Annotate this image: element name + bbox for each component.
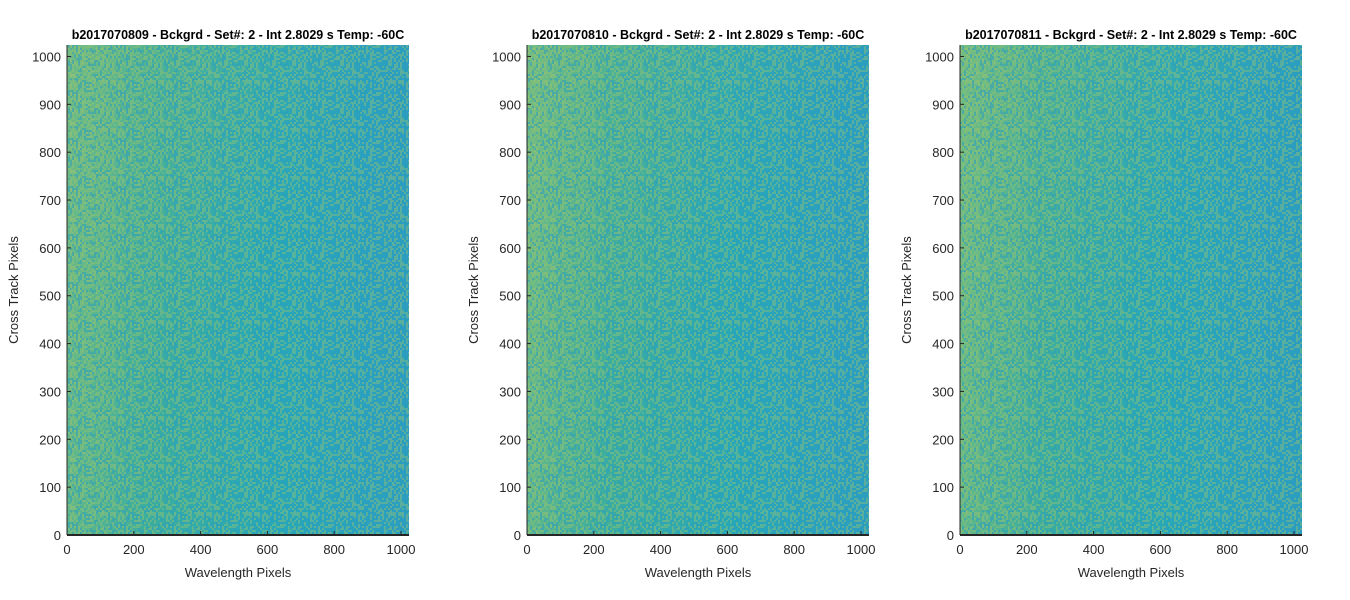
heatmap-panel: 0 200 400 600 800 1000 0 100 200 300 400 500 600 700 8… <box>6 28 415 580</box>
chart-title: b2017070809 - Bckgrd - Set#: 2 - Int 2.8… <box>72 28 405 42</box>
y-tick-label: 900 <box>932 97 954 112</box>
heatmap-noise <box>527 45 869 535</box>
x-tick-label: 600 <box>1150 542 1172 557</box>
y-tick-label: 900 <box>39 97 61 112</box>
y-tick-label: 400 <box>499 337 521 352</box>
y-tick-label: 200 <box>499 432 521 447</box>
y-tick-label: 500 <box>39 289 61 304</box>
x-axis-label: Wavelength Pixels <box>185 565 292 580</box>
chart-title: b2017070810 - Bckgrd - Set#: 2 - Int 2.8… <box>532 28 865 42</box>
y-tick-label: 700 <box>499 193 521 208</box>
y-tick-label: 600 <box>499 241 521 256</box>
x-tick-label: 0 <box>956 542 963 557</box>
x-tick-label: 400 <box>650 542 672 557</box>
y-tick-label: 700 <box>39 193 61 208</box>
y-tick-label: 700 <box>932 193 954 208</box>
heatmap-noise <box>960 45 1302 535</box>
x-tick-label: 800 <box>783 542 805 557</box>
y-tick-label: 100 <box>932 480 954 495</box>
x-tick-label: 400 <box>190 542 212 557</box>
x-tick-label: 600 <box>717 542 739 557</box>
x-tick-label: 600 <box>257 542 279 557</box>
y-tick-label: 400 <box>39 337 61 352</box>
y-tick-label: 200 <box>932 432 954 447</box>
x-tick-label: 0 <box>523 542 530 557</box>
y-axis-label: Cross Track Pixels <box>466 236 481 344</box>
y-axis-label: Cross Track Pixels <box>899 236 914 344</box>
y-tick-label: 800 <box>932 145 954 160</box>
heatmap-noise <box>67 45 409 535</box>
y-tick-label: 800 <box>39 145 61 160</box>
y-tick-label: 500 <box>932 289 954 304</box>
heatmap-panel: 0 200 400 600 800 1000 0 100 200 300 400 500 600 700 8… <box>466 28 875 580</box>
y-tick-label: 200 <box>39 432 61 447</box>
y-tick-label: 1000 <box>925 49 954 64</box>
y-axis-label: Cross Track Pixels <box>6 236 21 344</box>
y-tick-label: 800 <box>499 145 521 160</box>
y-tick-label: 600 <box>39 241 61 256</box>
y-tick-label: 300 <box>39 384 61 399</box>
heatmap-panel: 0 200 400 600 800 1000 0 100 200 300 400 500 600 700 8… <box>899 28 1308 580</box>
y-tick-label: 1000 <box>492 49 521 64</box>
x-tick-label: 200 <box>1016 542 1038 557</box>
y-tick-label: 500 <box>499 289 521 304</box>
x-tick-label: 1000 <box>387 542 416 557</box>
y-tick-label: 0 <box>514 528 521 543</box>
y-tick-label: 100 <box>39 480 61 495</box>
x-tick-label: 400 <box>1083 542 1105 557</box>
y-tick-label: 0 <box>947 528 954 543</box>
x-axis-label: Wavelength Pixels <box>1078 565 1185 580</box>
x-tick-label: 1000 <box>1280 542 1309 557</box>
chart-title: b2017070811 - Bckgrd - Set#: 2 - Int 2.8… <box>965 28 1297 42</box>
y-tick-label: 900 <box>499 97 521 112</box>
x-axis-label: Wavelength Pixels <box>645 565 752 580</box>
y-tick-label: 600 <box>932 241 954 256</box>
x-tick-label: 0 <box>63 542 70 557</box>
x-tick-label: 200 <box>123 542 145 557</box>
y-tick-label: 1000 <box>32 49 61 64</box>
y-tick-label: 300 <box>932 384 954 399</box>
x-tick-label: 200 <box>583 542 605 557</box>
x-tick-label: 1000 <box>847 542 876 557</box>
y-tick-label: 400 <box>932 337 954 352</box>
x-tick-label: 800 <box>1216 542 1238 557</box>
y-tick-label: 300 <box>499 384 521 399</box>
y-tick-label: 100 <box>499 480 521 495</box>
y-tick-label: 0 <box>54 528 61 543</box>
x-tick-label: 800 <box>323 542 345 557</box>
